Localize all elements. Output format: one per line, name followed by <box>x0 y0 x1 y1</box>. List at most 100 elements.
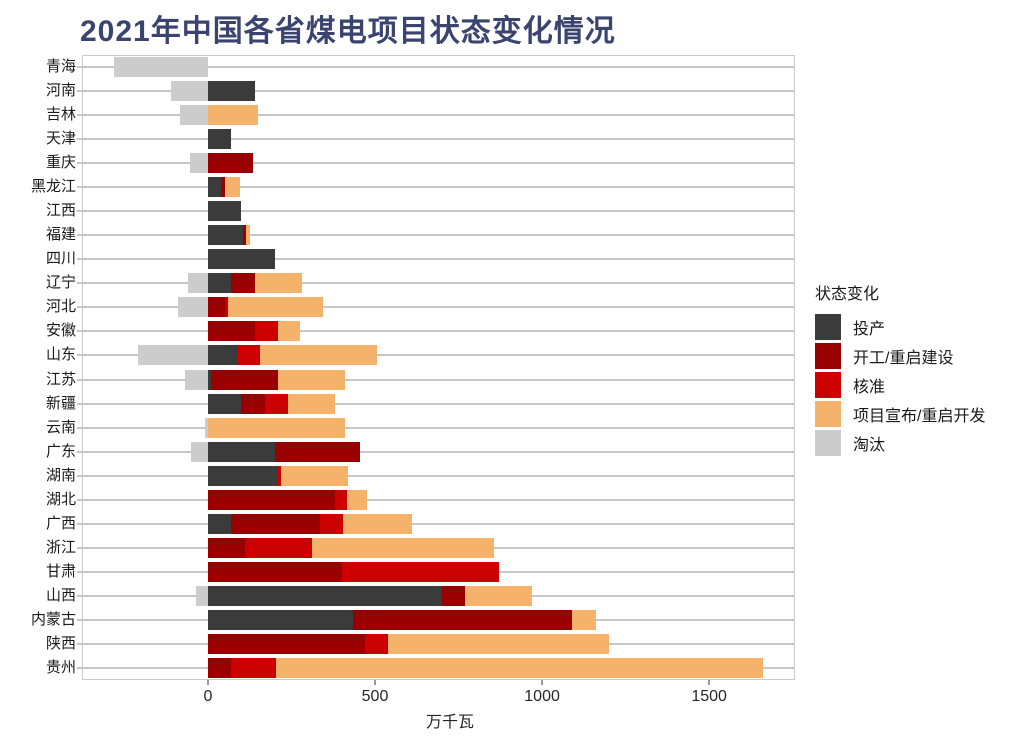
bar-segment-开工/重启建设 <box>207 537 245 558</box>
category-gridline <box>77 450 795 453</box>
bar-segment-投产 <box>207 345 239 366</box>
y-axis-label: 江苏 <box>45 370 76 388</box>
bar-segment-开工/重启建设 <box>207 633 365 654</box>
y-axis-label: 安徽 <box>45 322 76 340</box>
category-gridline <box>77 522 795 525</box>
bar-segment-开工/重启建设 <box>243 225 247 246</box>
bar-segment-核准 <box>264 393 289 414</box>
bar-segment-投产 <box>207 273 232 294</box>
y-axis-label: 河北 <box>45 298 76 316</box>
bar-segment-淘汰 <box>171 81 208 102</box>
legend-item: 项目宣布/重启开发 <box>815 401 985 427</box>
bar-segment-核准 <box>341 561 499 582</box>
y-axis-label: 天津 <box>45 130 76 148</box>
bar-segment-项目宣布/重启开发 <box>465 585 533 606</box>
bar-segment-投产 <box>207 585 442 606</box>
category-gridline <box>77 114 795 117</box>
bar-segment-淘汰 <box>114 57 208 78</box>
bar-segment-核准 <box>364 633 389 654</box>
bar-segment-开工/重启建设 <box>207 321 255 342</box>
legend-item-label: 投产 <box>853 321 886 338</box>
bar-segment-项目宣布/重启开发 <box>246 225 250 246</box>
bar-segment-投产 <box>207 201 242 222</box>
bar-segment-项目宣布/重启开发 <box>311 537 494 558</box>
bar-segment-淘汰 <box>177 297 208 318</box>
chart-title: 2021年中国各省煤电项目状态变化情况 <box>80 15 616 48</box>
bar-segment-投产 <box>207 81 255 102</box>
y-axis-label: 福建 <box>45 226 76 244</box>
y-axis-label: 辽宁 <box>45 274 76 292</box>
y-axis-label: 黑龙江 <box>30 178 76 196</box>
bar-segment-开工/重启建设 <box>231 273 255 294</box>
bar-segment-淘汰 <box>187 273 208 294</box>
bar-segment-淘汰 <box>184 369 208 390</box>
bar-segment-项目宣布/重启开发 <box>572 609 596 630</box>
bar-segment-投产 <box>207 369 212 390</box>
category-gridline <box>77 402 795 405</box>
y-axis-label: 广西 <box>45 514 76 532</box>
y-axis-label: 贵州 <box>45 658 76 676</box>
legend-swatch-icon <box>815 430 841 456</box>
bar-segment-核准 <box>278 465 282 486</box>
legend-swatch-icon <box>815 343 841 369</box>
bar-segment-项目宣布/重启开发 <box>207 417 345 438</box>
bar-segment-淘汰 <box>204 417 208 438</box>
bar-segment-开工/重启建设 <box>221 177 225 198</box>
category-gridline <box>77 210 795 213</box>
y-axis-label: 浙江 <box>45 538 76 556</box>
bar-segment-投产 <box>207 465 279 486</box>
legend-item: 开工/重启建设 <box>815 343 985 369</box>
y-axis-label: 吉林 <box>45 106 76 124</box>
y-axis-label: 青海 <box>45 58 76 76</box>
bar-segment-核准 <box>231 657 277 678</box>
bar-segment-项目宣布/重启开发 <box>346 489 367 510</box>
bar-segment-核准 <box>319 513 344 534</box>
bar-segment-投产 <box>207 393 242 414</box>
category-gridline <box>77 258 795 261</box>
category-gridline <box>77 426 795 429</box>
category-gridline <box>77 498 795 501</box>
x-axis-title: 万千瓦 <box>425 714 474 731</box>
legend-swatch-icon <box>815 314 841 340</box>
bar-segment-项目宣布/重启开发 <box>224 177 240 198</box>
bar-segment-开工/重启建设 <box>231 513 320 534</box>
y-axis-label: 山西 <box>45 586 76 604</box>
y-axis-label: 云南 <box>45 418 76 436</box>
bar-segment-项目宣布/重启开发 <box>207 105 259 126</box>
bar-segment-核准 <box>334 489 347 510</box>
y-axis-label: 甘肃 <box>45 562 76 580</box>
category-gridline <box>77 330 795 333</box>
y-axis-label: 河南 <box>45 82 76 100</box>
bar-segment-核准 <box>254 321 279 342</box>
bar-segment-开工/重启建设 <box>207 561 342 582</box>
category-gridline <box>77 354 795 357</box>
bar-segment-核准 <box>224 297 228 318</box>
bar-segment-投产 <box>207 513 232 534</box>
bar-segment-淘汰 <box>196 585 208 606</box>
bar-segment-投产 <box>207 249 275 270</box>
bar-segment-开工/重启建设 <box>441 585 466 606</box>
bar-segment-投产 <box>207 609 354 630</box>
legend-swatch-icon <box>815 372 841 398</box>
y-axis-label: 湖北 <box>45 490 76 508</box>
legend-item: 投产 <box>815 314 985 340</box>
bar-segment-淘汰 <box>179 105 208 126</box>
y-axis-label: 重庆 <box>45 154 76 172</box>
category-gridline <box>77 90 795 93</box>
bar-segment-项目宣布/重启开发 <box>343 513 412 534</box>
y-axis-label: 内蒙古 <box>30 610 76 628</box>
plot-panel <box>82 55 795 680</box>
legend-item-label: 淘汰 <box>853 437 886 454</box>
category-gridline <box>77 378 795 381</box>
legend-item-label: 项目宣布/重启开发 <box>853 408 986 425</box>
x-axis-tick-label: 1500 <box>691 688 727 705</box>
bar-segment-投产 <box>207 225 244 246</box>
bar-segment-项目宣布/重启开发 <box>388 633 609 654</box>
legend-item-label: 开工/重启建设 <box>853 350 954 367</box>
bar-segment-项目宣布/重启开发 <box>276 657 763 678</box>
bar-segment-项目宣布/重启开发 <box>288 393 335 414</box>
x-axis-tick <box>541 680 544 685</box>
bar-segment-开工/重启建设 <box>207 297 225 318</box>
y-axis-label: 四川 <box>45 250 76 268</box>
legend-title: 状态变化 <box>815 286 880 303</box>
